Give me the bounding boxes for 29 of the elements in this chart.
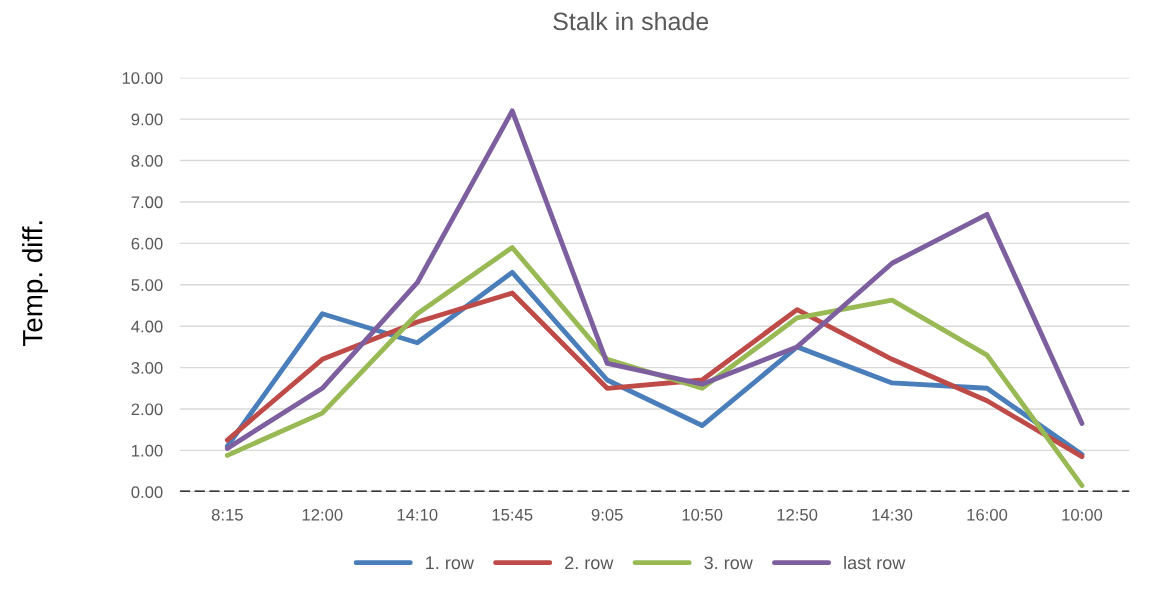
y-tick-label: 7.00 (131, 196, 163, 209)
y-tick-label: 6.00 (131, 237, 163, 250)
x-tick-label: 15:45 (492, 509, 533, 521)
y-tick-label: 5.00 (131, 279, 163, 291)
y-tick-label: 10.00 (122, 72, 163, 84)
x-tick-label: 14:30 (872, 508, 913, 521)
y-tick-label: 8.00 (131, 154, 163, 167)
x-tick-label: 9:05 (591, 508, 623, 521)
y-axis-title: Temp. diff. (22, 221, 48, 346)
line-series (224, 245, 1085, 489)
y-tick-label: 3.00 (131, 362, 163, 374)
legend-label: last row (844, 555, 906, 570)
x-tick-label: 14:10 (397, 508, 438, 521)
legend-label: 3. row (704, 556, 753, 570)
y-tick-label: 2.00 (131, 403, 163, 416)
x-tick-label: 8:15 (211, 508, 243, 521)
y-tick-label: 0.00 (131, 486, 163, 499)
y-tick-label: 4.00 (131, 320, 163, 333)
x-tick-label: 12:00 (302, 508, 343, 521)
x-tick-label: 12:50 (777, 508, 818, 521)
legend-label: 2. row (565, 556, 614, 570)
chart-title: Stalk in shade (553, 11, 709, 31)
line-series (224, 108, 1085, 451)
x-tick-label: 10:00 (1062, 508, 1103, 521)
y-tick-label: 1.00 (132, 444, 163, 457)
x-tick-label: 16:00 (967, 508, 1008, 521)
y-tick-label: 9.00 (131, 113, 163, 126)
legend-label: 1. row (426, 556, 474, 570)
x-tick-label: 10:50 (682, 508, 723, 521)
